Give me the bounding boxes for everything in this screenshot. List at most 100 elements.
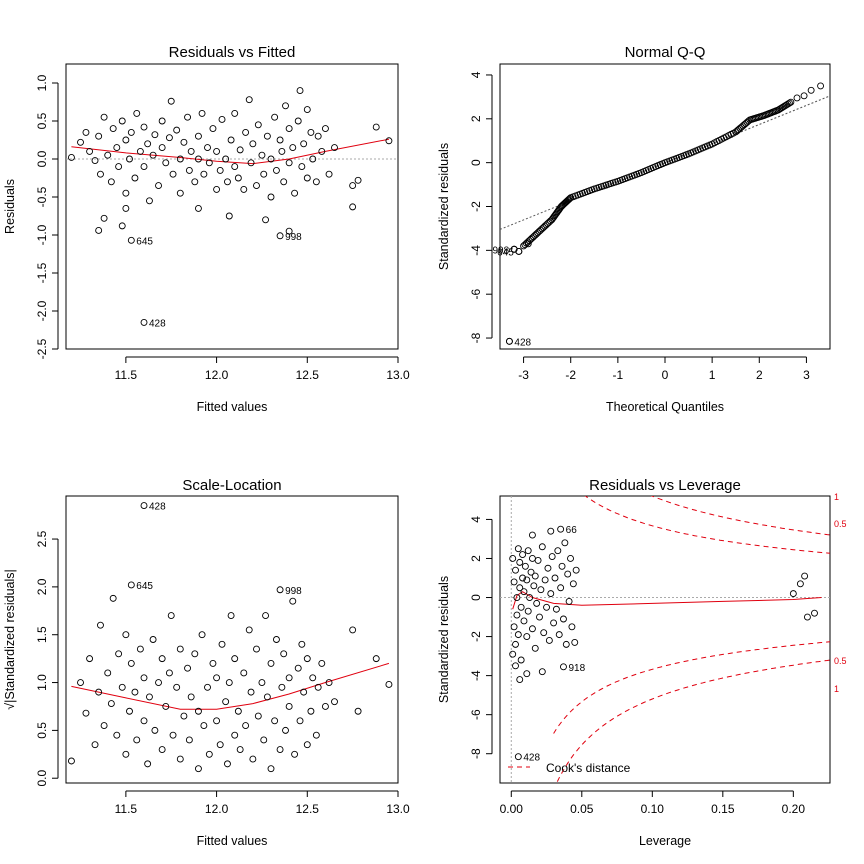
data-point — [543, 603, 550, 611]
data-point — [267, 155, 275, 163]
data-point — [514, 631, 522, 639]
x-tick-label: 12.0 — [205, 802, 229, 816]
data-point — [146, 197, 153, 205]
cooks-contour-label: 0.5 — [834, 519, 847, 529]
outlier-point — [140, 502, 148, 510]
outlier-label: 428 — [149, 318, 166, 329]
data-point — [122, 750, 130, 758]
data-point — [77, 138, 84, 146]
data-point — [263, 132, 271, 140]
data-point — [540, 629, 548, 637]
data-point — [517, 603, 525, 611]
data-point — [520, 588, 528, 596]
x-tick-label: 12.5 — [296, 802, 320, 816]
data-point — [554, 547, 562, 555]
y-tick-label: -6 — [469, 709, 483, 720]
plot-frame — [65, 495, 399, 784]
data-point — [530, 582, 538, 590]
x-axis: 0.00 0.05 0.10 0.15 0.20 — [500, 790, 805, 816]
data-point — [204, 683, 211, 691]
data-point — [272, 636, 280, 643]
outlier-label: 645 — [136, 581, 153, 592]
data-point — [97, 621, 104, 629]
data-point — [276, 136, 284, 144]
outlier-label: 428 — [514, 337, 531, 348]
data-point — [558, 562, 566, 570]
y-tick-label: 1.0 — [35, 74, 49, 91]
data-point — [534, 556, 542, 564]
data-point — [514, 545, 522, 553]
data-point — [140, 717, 148, 725]
data-point — [213, 717, 221, 725]
data-point — [242, 128, 250, 136]
x-tick-label: 0 — [662, 368, 669, 382]
qq-point — [787, 98, 795, 106]
y-tick-label: 0.5 — [35, 722, 49, 739]
data-point — [796, 580, 804, 588]
data-point — [200, 722, 208, 730]
data-point — [528, 555, 536, 562]
data-point — [385, 681, 393, 688]
outlier-point — [276, 232, 284, 240]
x-tick-label: 12.5 — [296, 368, 320, 382]
data-point — [118, 222, 126, 230]
data-point — [213, 674, 221, 682]
data-point — [571, 638, 579, 646]
data-point — [176, 645, 184, 653]
data-point — [516, 584, 524, 592]
data-point — [149, 151, 157, 159]
data-point — [151, 131, 159, 139]
cooks-distance-contour — [650, 496, 830, 536]
data-point — [200, 170, 208, 178]
data-point — [513, 594, 521, 601]
data-point — [372, 655, 380, 663]
data-point — [245, 626, 253, 634]
outlier-label: 428 — [149, 502, 166, 513]
data-point — [185, 166, 193, 174]
data-point — [176, 755, 184, 763]
data-point — [198, 631, 206, 639]
data-point — [176, 155, 184, 163]
data-point — [544, 564, 552, 572]
x-axis: -3 -2 -1 0 1 2 3 — [518, 356, 810, 382]
data-point — [282, 726, 289, 734]
data-point — [180, 138, 188, 146]
data-point — [516, 558, 524, 566]
data-point — [512, 640, 519, 648]
plot-area — [67, 594, 393, 773]
x-axis-label: Leverage — [639, 834, 691, 848]
x-tick-label: 13.0 — [386, 802, 410, 816]
y-tick-label: -8 — [469, 332, 483, 343]
data-point — [296, 87, 304, 95]
data-point — [312, 731, 320, 739]
data-point — [510, 578, 518, 586]
y-tick-label: 0 — [469, 159, 483, 166]
x-axis-label: Fitted values — [197, 400, 268, 414]
data-point — [531, 572, 539, 580]
data-point — [307, 128, 315, 136]
data-point — [109, 125, 117, 133]
cooks-distance-contour — [556, 659, 830, 783]
data-point — [127, 128, 135, 136]
data-point — [512, 566, 519, 574]
y-axis-label: Standardized residuals — [437, 143, 451, 270]
data-point — [267, 193, 275, 201]
chart-title: Normal Q-Q — [625, 44, 706, 61]
data-point — [146, 693, 153, 701]
plot-frame — [499, 495, 831, 784]
outlier-label: 918 — [568, 663, 585, 674]
data-point — [803, 613, 811, 621]
data-point — [247, 688, 255, 696]
data-point — [294, 117, 302, 125]
data-point — [95, 688, 103, 696]
data-point — [560, 615, 567, 623]
data-point — [133, 736, 141, 744]
data-point — [298, 163, 306, 171]
data-point — [234, 707, 242, 715]
data-point — [523, 576, 531, 584]
data-point — [225, 212, 233, 220]
data-point — [165, 134, 173, 142]
y-axis-label: Residuals — [3, 179, 17, 234]
data-point — [187, 693, 195, 701]
y-tick-label: -4 — [469, 245, 483, 256]
